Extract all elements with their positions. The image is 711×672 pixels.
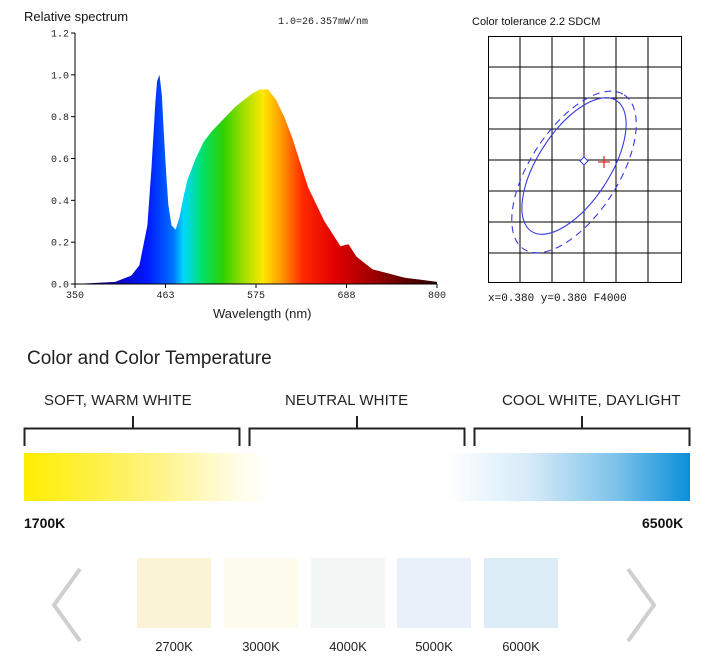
swatch-label-4000k: 4000K <box>329 639 367 654</box>
spectrum-scale-note: 1.0=26.357mW/nm <box>278 17 369 28</box>
chevron-right-icon[interactable] <box>620 565 660 645</box>
chevron-left-icon[interactable] <box>48 565 88 645</box>
tolerance-title: Color tolerance 2.2 SDCM <box>472 16 601 28</box>
y-tick-label: 1.2 <box>51 30 69 41</box>
x-tick-label: 800 <box>428 291 446 302</box>
y-tick-label: 0.0 <box>51 281 69 292</box>
swatch-6000k[interactable] <box>484 558 558 628</box>
y-tick-label: 1.0 <box>51 71 69 82</box>
spectrum-x-axis-label: Wavelength (nm) <box>213 306 312 321</box>
y-tick-label: 0.4 <box>51 197 69 208</box>
bracket-cool <box>473 416 691 446</box>
x-tick-label: 463 <box>156 291 174 302</box>
cool-gradient-bar <box>446 453 690 501</box>
spectrum-title: Relative spectrum <box>24 9 129 24</box>
y-tick-label: 0.6 <box>51 155 69 166</box>
bracket-warm <box>23 416 241 446</box>
swatch-4000k[interactable] <box>311 558 385 628</box>
section-title: Color and Color Temperature <box>27 348 272 369</box>
swatch-5000k[interactable] <box>397 558 471 628</box>
max-temp-label: 6500K <box>642 515 684 531</box>
tolerance-outer-ellipse <box>511 90 637 254</box>
y-tick-label: 0.8 <box>51 113 69 124</box>
tolerance-inner-ellipse <box>521 97 627 235</box>
spectrum-area <box>75 74 437 284</box>
swatch-label-6000k: 6000K <box>502 639 540 654</box>
range-label-warm: SOFT, WARM WHITE <box>44 392 192 409</box>
x-tick-label: 575 <box>247 291 265 302</box>
target-point-marker <box>579 156 589 166</box>
swatch-label-5000k: 5000K <box>415 639 453 654</box>
y-tick-label: 0.2 <box>51 239 69 250</box>
bracket-neutral <box>248 416 466 446</box>
x-tick-label: 688 <box>337 291 355 302</box>
spectrum-chart: 0.0 0.2 0.4 0.6 0.8 1.0 1.2 350 463 575 688 800 <box>51 30 446 303</box>
x-tick-label: 350 <box>66 291 84 302</box>
swatch-label-3000k: 3000K <box>242 639 280 654</box>
swatch-label-2700k: 2700K <box>155 639 193 654</box>
swatch-2700k[interactable] <box>137 558 211 628</box>
swatch-3000k[interactable] <box>224 558 298 628</box>
min-temp-label: 1700K <box>24 515 66 531</box>
range-label-neutral: NEUTRAL WHITE <box>285 392 409 409</box>
tolerance-readout: x=0.380 y=0.380 F4000 <box>488 293 627 305</box>
tolerance-chart <box>488 36 682 283</box>
warm-gradient-bar <box>24 453 269 501</box>
range-brackets <box>23 416 691 446</box>
range-label-cool: COOL WHITE, DAYLIGHT <box>502 392 681 409</box>
